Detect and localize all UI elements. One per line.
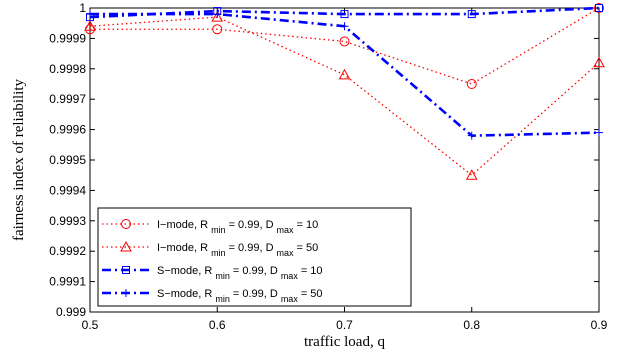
circle-marker <box>466 79 477 89</box>
triangle-marker <box>120 240 132 252</box>
square-marker <box>467 10 476 19</box>
plus-marker <box>213 10 222 19</box>
circle-marker <box>339 36 350 47</box>
plus-marker <box>595 128 603 137</box>
legend-label-part: S−mode, R <box>157 265 212 277</box>
triangle-marker <box>593 56 605 68</box>
y-tick-label: 0.9998 <box>49 62 86 76</box>
y-tick-label: 0.9997 <box>49 92 86 106</box>
y-tick-label: 0.9994 <box>49 183 86 197</box>
axis-ticks: 0.999 0.9991 0.9992 0.9993 0.9994 0.9995 0.999… <box>49 1 607 332</box>
legend-subscript: min <box>211 225 226 235</box>
plus-marker <box>340 22 349 31</box>
legend-label-part: S−mode, R <box>157 288 212 300</box>
legend-subscript: min <box>215 294 230 304</box>
triangle-marker <box>465 169 478 180</box>
y-tick-label: 0.9995 <box>49 153 86 167</box>
legend-label-part: = 0.99, D <box>233 288 278 300</box>
y-tick-label: 0.9993 <box>49 214 86 228</box>
square-marker <box>122 266 130 274</box>
x-tick-label: 0.7 <box>336 318 353 332</box>
square-marker <box>595 4 603 12</box>
legend-subscript: max <box>277 248 295 258</box>
triangle-marker <box>338 68 351 80</box>
x-tick-label: 0.6 <box>209 318 226 332</box>
plus-marker <box>86 10 94 19</box>
x-axis-title: traffic load, q <box>304 334 385 350</box>
legend-box <box>97 207 412 307</box>
legend-label-part: = 10 <box>301 265 323 277</box>
series-markers <box>84 3 605 180</box>
plus-marker <box>122 289 130 297</box>
legend-label-part: = 0.99, D <box>229 242 274 254</box>
legend-label-part: = 0.99, D <box>229 219 274 231</box>
legend-label-part: I−mode, R <box>157 219 208 231</box>
legend-label-part: = 0.99, D <box>233 265 278 277</box>
triangle-marker <box>84 20 96 31</box>
legend-label-part: = 10 <box>297 219 319 231</box>
circle-marker <box>594 3 604 13</box>
circle-marker <box>121 219 131 229</box>
x-tick-label: 0.8 <box>463 318 480 332</box>
legend-label-part: = 50 <box>297 242 319 254</box>
y-tick-label: 0.9992 <box>49 244 86 258</box>
legend-subscript: max <box>281 271 299 281</box>
y-tick-label: 0.9991 <box>49 275 86 289</box>
x-tick-label: 0.5 <box>82 318 99 332</box>
y-tick-label: 0.9999 <box>49 31 86 45</box>
legend-label-part: I−mode, R <box>157 242 208 254</box>
square-marker <box>340 10 349 19</box>
legend-subscript: min <box>211 248 226 258</box>
y-tick-label: 0.9996 <box>49 123 86 137</box>
x-tick-label: 0.9 <box>591 318 608 332</box>
legend-label-part: = 50 <box>301 288 323 300</box>
y-tick-label: 0.999 <box>56 305 86 319</box>
legend-subscript: max <box>277 225 295 235</box>
circle-marker <box>212 24 223 35</box>
plus-marker <box>467 131 476 140</box>
triangle-marker <box>211 11 224 22</box>
y-axis-title: fairness index of reliability <box>11 78 27 241</box>
legend-subscript: max <box>281 294 299 304</box>
legend-subscript: min <box>215 271 230 281</box>
y-tick-label: 1 <box>79 1 86 15</box>
